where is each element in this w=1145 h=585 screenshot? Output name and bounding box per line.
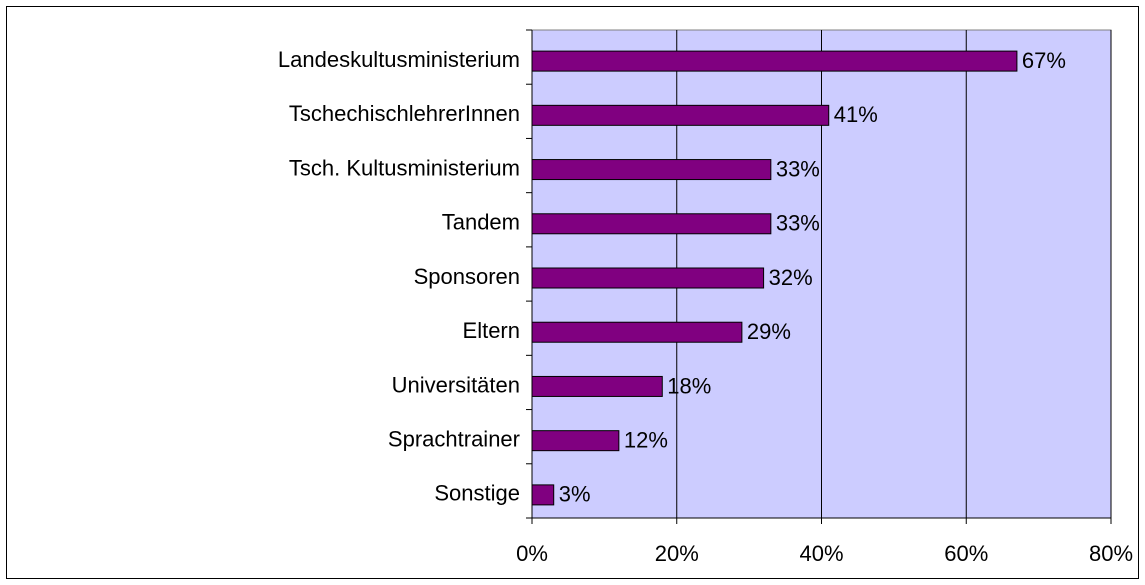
- y-tick-label: Sponsoren: [414, 264, 520, 289]
- y-tick-label: Tandem: [442, 210, 520, 235]
- data-label: 29%: [747, 319, 791, 344]
- bar: [531, 375, 663, 397]
- y-tick-label: Eltern: [463, 318, 520, 343]
- data-label: 33%: [776, 211, 820, 236]
- bar: [531, 484, 555, 506]
- data-label: 67%: [1022, 48, 1066, 73]
- data-label: 3%: [559, 482, 591, 507]
- data-label: 32%: [769, 265, 813, 290]
- y-tick-label: Tsch. Kultusministerium: [289, 155, 520, 180]
- x-tick-label: 20%: [655, 541, 699, 566]
- bar: [531, 159, 772, 181]
- x-tick-label: 80%: [1089, 541, 1133, 566]
- data-label: 33%: [776, 156, 820, 181]
- bar: [531, 321, 743, 343]
- y-tick-label: Sprachtrainer: [388, 426, 520, 451]
- bar: [531, 213, 772, 235]
- data-label: 18%: [667, 373, 711, 398]
- x-tick-label: 60%: [944, 541, 988, 566]
- data-label: 41%: [834, 102, 878, 127]
- y-tick-label: Universitäten: [392, 372, 520, 397]
- bar: [531, 430, 620, 452]
- y-tick-label: Sonstige: [434, 481, 520, 506]
- x-tick-label: 0%: [516, 541, 548, 566]
- y-tick-label: Landeskultusministerium: [278, 47, 520, 72]
- x-tick-label: 40%: [799, 541, 843, 566]
- y-tick-label: TschechischlehrerInnen: [289, 101, 520, 126]
- bar: [531, 104, 830, 126]
- bar: [531, 267, 765, 289]
- bar: [531, 50, 1018, 72]
- data-label: 12%: [624, 427, 668, 452]
